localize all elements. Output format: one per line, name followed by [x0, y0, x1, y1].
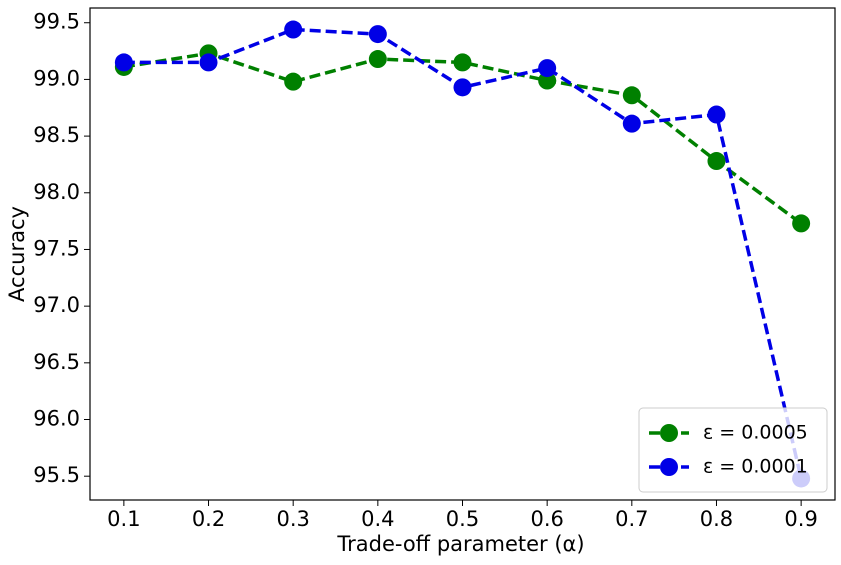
data-point: [199, 53, 218, 72]
data-point: [538, 71, 557, 90]
y-tick-label: 99.0: [33, 66, 80, 90]
data-point: [453, 53, 472, 72]
y-axis-label: Accuracy: [5, 206, 29, 302]
legend-marker: [660, 458, 678, 476]
data-point: [284, 72, 303, 91]
y-tick-label: 98.0: [33, 180, 80, 204]
series-line: [123, 51, 803, 225]
x-tick-label: 0.6: [530, 507, 563, 531]
data-point: [284, 20, 303, 39]
x-tick-label: 0.5: [446, 507, 479, 531]
x-tick-label: 0.7: [615, 507, 648, 531]
y-tick-label: 95.5: [33, 463, 80, 487]
y-tick-label: 96.5: [33, 350, 80, 374]
legend-label: ε = 0.0001: [703, 456, 808, 478]
y-tick-label: 96.0: [33, 407, 80, 431]
data-point: [453, 78, 472, 97]
x-axis-label: Trade-off parameter (α): [336, 532, 584, 556]
x-tick-label: 0.2: [192, 507, 225, 531]
x-tick-label: 0.3: [276, 507, 309, 531]
y-tick-label: 98.5: [33, 123, 80, 147]
data-point: [622, 86, 641, 105]
data-point: [538, 59, 557, 78]
data-point: [368, 25, 387, 44]
legend-marker: [660, 424, 678, 442]
x-tick-label: 0.1: [107, 507, 140, 531]
y-tick-label: 97.5: [33, 236, 80, 260]
data-point: [792, 214, 811, 233]
y-tick-label: 97.0: [33, 293, 80, 317]
y-tick-label: 99.5: [33, 10, 80, 34]
data-point: [622, 114, 641, 133]
x-tick-label: 0.4: [361, 507, 394, 531]
x-tick-label: 0.9: [784, 507, 817, 531]
data-point: [707, 152, 726, 171]
legend-label: ε = 0.0005: [703, 422, 808, 444]
legend-box: [638, 407, 828, 493]
data-point: [707, 105, 726, 124]
data-point: [114, 53, 133, 72]
data-point: [368, 50, 387, 69]
x-tick-label: 0.8: [700, 507, 733, 531]
